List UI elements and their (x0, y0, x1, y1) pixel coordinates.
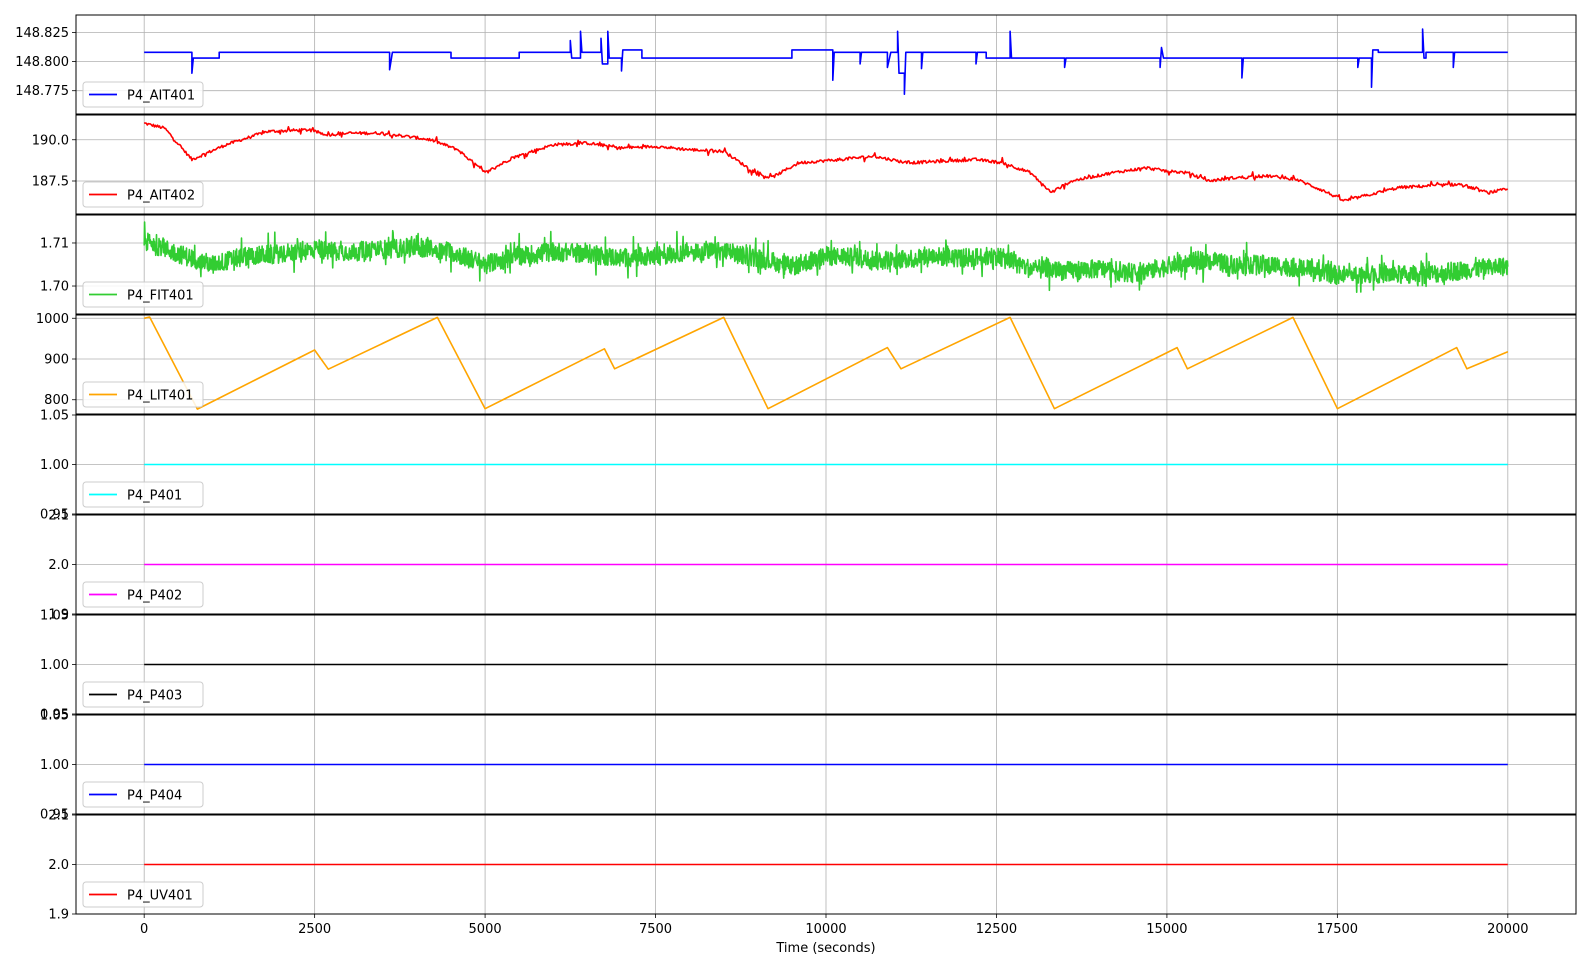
legend-label: P4_LIT401 (127, 389, 193, 404)
x-axis-label: Time (seconds) (775, 941, 875, 956)
axes-frame (75, 414, 1577, 515)
y-tick-label: 190.0 (32, 133, 69, 148)
x-tick-label: 15000 (1146, 922, 1187, 937)
subplot-p4-ait402: 187.5 190.0 P4_AIT402 (32, 114, 1577, 215)
y-tick-label: 900 (44, 353, 69, 368)
subplot-p4-p403: 0.95 1.00 1.05 P4_P403 (40, 609, 1577, 723)
x-tick-label: 12500 (976, 922, 1017, 937)
y-tick-label: 0.95 (40, 508, 69, 523)
y-tick-label: 2.1 (48, 509, 69, 524)
legend-label: P4_P403 (127, 689, 182, 704)
axes-frame (75, 614, 1577, 715)
legend-box (82, 281, 204, 308)
y-tick-label: 1.00 (40, 458, 69, 473)
axes-frame (75, 514, 1577, 615)
legend-label: P4_P402 (127, 589, 182, 604)
x-tick-label: 2500 (298, 922, 331, 937)
y-tick-label: 187.5 (32, 175, 69, 190)
x-tick-label: 7500 (639, 922, 672, 937)
legend-box (82, 381, 204, 408)
y-tick-label: 1.71 (40, 236, 69, 251)
series-line-p4-fit401 (143, 221, 1509, 293)
x-tick-label: 17500 (1317, 922, 1358, 937)
y-tick-label: 2.1 (48, 809, 69, 824)
y-tick-label: 148.800 (15, 55, 69, 70)
subplot-p4-p401: 0.95 1.00 1.05 P4_P401 (40, 409, 1577, 523)
x-tick-label: 10000 (805, 922, 846, 937)
series-line-p4-lit401 (144, 316, 1509, 410)
axes-frame (75, 214, 1577, 315)
legend-box (82, 81, 204, 108)
x-tick-label: 20000 (1487, 922, 1528, 937)
legend-label: P4_FIT401 (127, 289, 194, 304)
legend-box (82, 681, 204, 708)
y-tick-label: 148.825 (15, 26, 69, 41)
y-tick-label: 1.70 (40, 280, 69, 295)
subplot-p4-ait401: 148.775 148.800 148.825 P4_AIT401 (15, 14, 1577, 115)
legend-box (82, 881, 204, 908)
subplot-p4-p402: 1.9 2.0 2.1 P4_P402 (48, 509, 1577, 623)
series-line-p4-ait402 (143, 122, 1508, 202)
y-tick-label: 148.775 (15, 84, 69, 99)
legend-box (82, 781, 204, 808)
subplot-p4-p404: 0.95 1.00 1.05 P4_P404 (40, 709, 1577, 823)
y-tick-label: 1000 (36, 312, 69, 327)
y-tick-label: 2.0 (48, 858, 69, 873)
axes-frame (75, 714, 1577, 815)
series-line-p4-ait401 (144, 28, 1508, 95)
subplot-p4-lit401: 800 900 1000 P4_LIT401 (36, 312, 1577, 415)
legend-label: P4_AIT402 (127, 189, 195, 204)
axes-frame (75, 314, 1577, 415)
y-tick-label: 1.05 (40, 409, 69, 424)
axes-frame (75, 14, 1577, 115)
y-tick-label: 1.05 (40, 609, 69, 624)
y-tick-label: 2.0 (48, 558, 69, 573)
legend-label: P4_UV401 (127, 889, 193, 904)
y-tick-label: 1.00 (40, 758, 69, 773)
legend-label: P4_AIT401 (127, 89, 195, 104)
y-tick-label: 1.00 (40, 658, 69, 673)
subplot-p4-uv401: 1.9 2.0 2.1 P4_UV401 (48, 809, 1577, 923)
x-tick-label: 0 (140, 922, 148, 937)
y-tick-label: 1.05 (40, 709, 69, 724)
y-tick-label: 0.95 (40, 708, 69, 723)
y-tick-label: 1.9 (48, 608, 69, 623)
y-tick-label: 0.95 (40, 808, 69, 823)
legend-label: P4_P404 (127, 789, 182, 804)
y-tick-label: 1.9 (48, 908, 69, 923)
x-tick-label: 5000 (469, 922, 502, 937)
y-tick-label: 800 (44, 393, 69, 408)
axes-frame (75, 114, 1577, 215)
legend-box (82, 181, 204, 208)
legend-label: P4_P401 (127, 489, 182, 504)
legend-box (82, 581, 204, 608)
legend-box (82, 481, 204, 508)
subplot-p4-fit401: 1.70 1.71 P4_FIT401 (40, 214, 1577, 315)
